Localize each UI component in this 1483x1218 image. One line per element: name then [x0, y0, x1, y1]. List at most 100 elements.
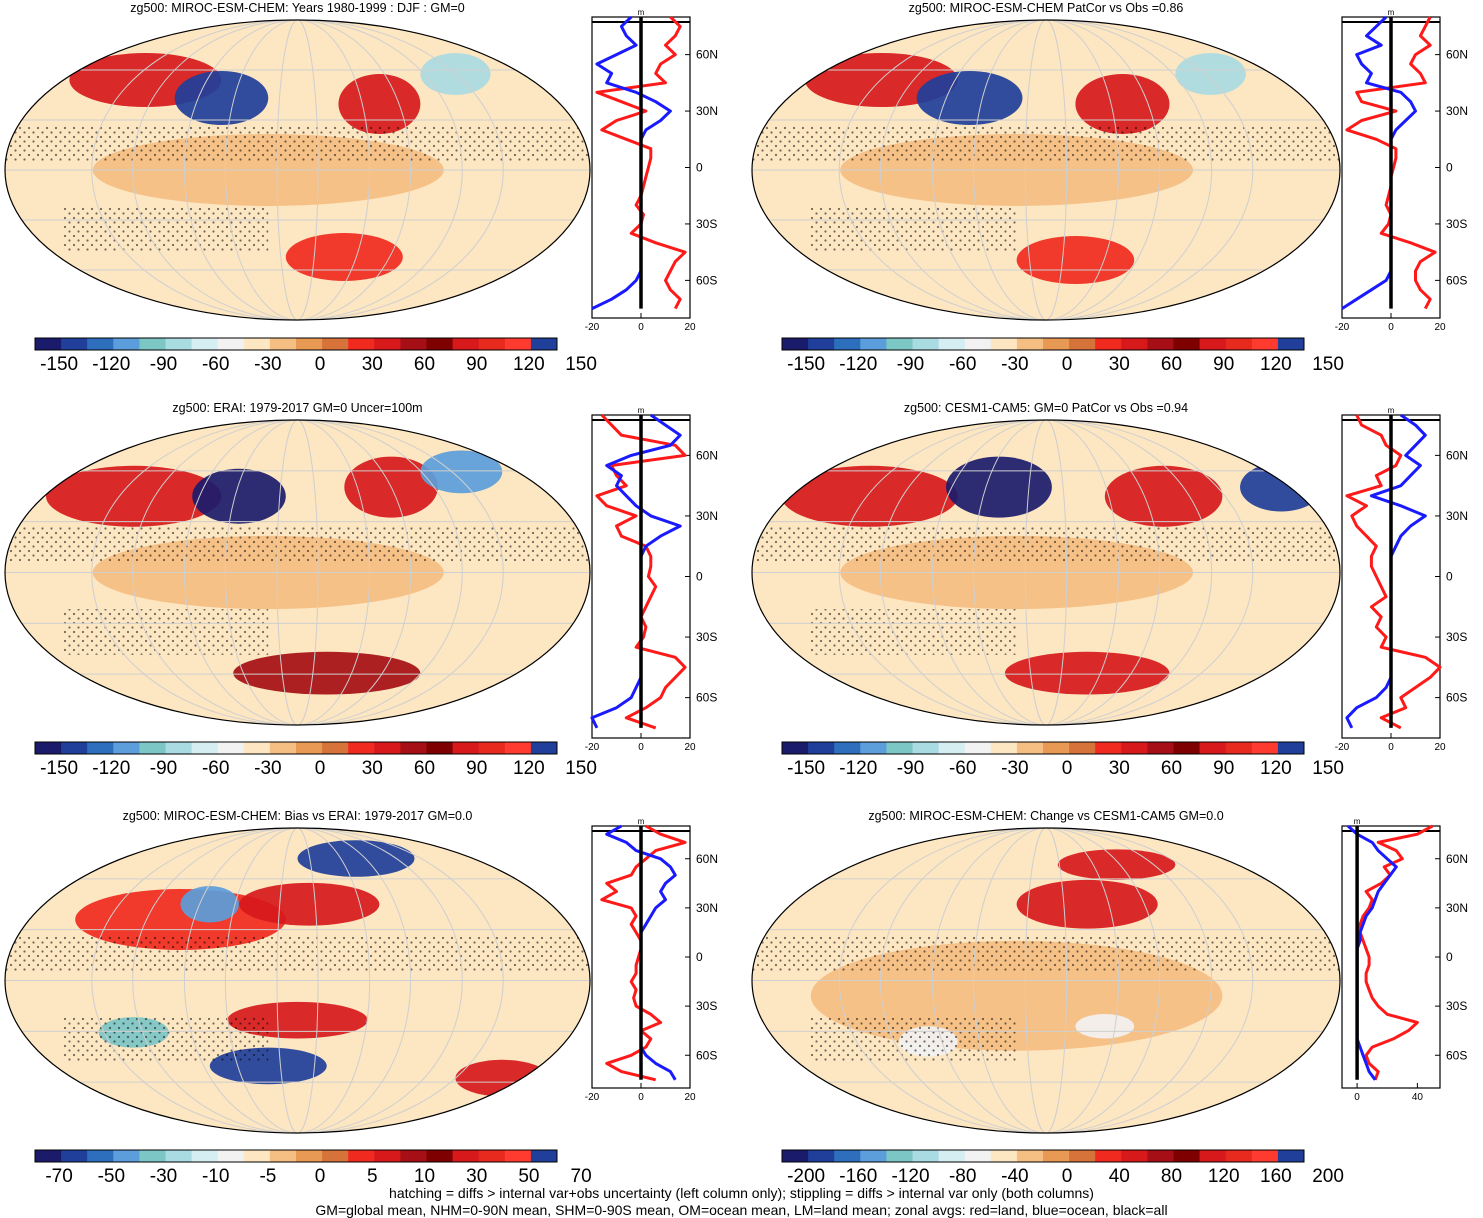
colorbar-label: 50	[518, 1166, 539, 1187]
graticule-line	[91, 420, 504, 725]
colorbar-swatch	[1121, 742, 1148, 754]
stippling	[810, 206, 1017, 251]
colorbar-swatch	[400, 1150, 427, 1162]
colorbar-swatch	[191, 1150, 219, 1162]
graticule-line	[879, 828, 1213, 1133]
colorbar-label: 60	[414, 354, 435, 375]
profile-tick-label: 0	[1388, 322, 1394, 333]
colorbar-swatch	[938, 338, 966, 350]
graticule-line	[972, 420, 1120, 725]
colorbar-swatch	[61, 1150, 88, 1162]
lat-label: 60S	[696, 273, 717, 287]
colorbar-label: 200	[1312, 1166, 1344, 1187]
colorbar-swatch	[990, 338, 1018, 350]
lat-label: 0	[696, 161, 703, 175]
colorbar-label: 80	[1161, 1166, 1182, 1187]
colorbar: -70 -50 -30 -10 -5 0 5 10 30 50 70	[34, 1149, 592, 1187]
graticule-line	[931, 420, 1161, 725]
colorbar-swatch	[1251, 1150, 1279, 1162]
colorbar-swatch	[165, 338, 193, 350]
colorbar-label: 0	[1062, 354, 1073, 375]
colorbar-label: 160	[1260, 1166, 1292, 1187]
colorbar-swatch	[912, 742, 940, 754]
panel-title: zg500: ERAI: 1979-2017 GM=0 Uncer=100m	[172, 401, 422, 415]
colorbar: -200 -160 -120 -80 -40 0 40 80 120 160 200	[781, 1149, 1344, 1187]
profile-tick-label: 20	[1434, 322, 1446, 333]
graticule-line	[132, 420, 463, 725]
colorbar-swatch	[782, 1150, 809, 1162]
colorbar-swatch	[1069, 338, 1096, 350]
colorbar-label: -60	[202, 758, 229, 779]
colorbar-swatch	[139, 1150, 166, 1162]
graticule-line	[838, 20, 1254, 320]
footnote-legend: GM=global mean, NHM=0-90N mean, SHM=0-90…	[315, 1202, 1168, 1218]
profile-unit: m	[1388, 406, 1395, 415]
lat-label: 60S	[696, 1048, 717, 1062]
map-field	[752, 828, 1340, 1133]
colorbar-swatch	[87, 742, 114, 754]
anomaly-region	[1016, 879, 1158, 929]
colorbar-swatch	[964, 742, 992, 754]
colorbar-swatch	[1277, 1150, 1305, 1162]
colorbar-label: 120	[1260, 758, 1292, 779]
colorbar-swatch	[269, 1150, 297, 1162]
colorbar-label: 0	[315, 758, 326, 779]
map-field	[5, 828, 590, 1133]
colorbar-swatch	[886, 742, 913, 754]
anomaly-region	[420, 450, 503, 494]
colorbar-swatch	[1043, 1150, 1070, 1162]
colorbar-swatch	[808, 742, 835, 754]
stippling	[752, 934, 1340, 972]
profile-unit: m	[638, 8, 645, 17]
lat-label: 30S	[696, 217, 717, 231]
colorbar-frame	[34, 741, 558, 755]
colorbar-swatch	[530, 338, 558, 350]
colorbar-swatch	[269, 338, 297, 350]
colorbar-label: -120	[92, 354, 130, 375]
colorbar-swatch	[912, 1150, 940, 1162]
colorbar-label: -30	[254, 354, 281, 375]
colorbar-swatch	[834, 338, 861, 350]
colorbar-swatch	[504, 338, 532, 350]
anomaly-region	[338, 74, 421, 134]
colorbar-label: -50	[98, 1166, 125, 1187]
panel-title: zg500: MIROC-ESM-CHEM: Years 1980-1999 :…	[130, 1, 465, 15]
anomaly-region	[781, 465, 958, 527]
colorbar-swatch	[530, 1150, 558, 1162]
colorbar-label: -70	[45, 1166, 72, 1187]
colorbar-label: -150	[40, 758, 78, 779]
colorbar-label: -5	[259, 1166, 276, 1187]
panel-6: zg500: MIROC-ESM-CHEM: Change vs CESM1-C…	[751, 809, 1468, 1187]
colorbar-swatch	[478, 338, 506, 350]
stippling	[752, 526, 1340, 564]
colorbar-label: 40	[1109, 1166, 1130, 1187]
colorbar-swatch	[1225, 742, 1253, 754]
profile-series-land	[1358, 824, 1434, 1081]
colorbar-swatch	[217, 1150, 245, 1162]
colorbar-swatch	[912, 338, 940, 350]
colorbar-swatch	[504, 742, 532, 754]
panel-3: zg500: ERAI: 1979-2017 GM=0 Uncer=100m m -…	[4, 401, 718, 779]
colorbar-swatch	[87, 338, 114, 350]
colorbar-swatch	[113, 742, 140, 754]
colorbar-swatch	[296, 742, 323, 754]
anomaly-region	[1004, 651, 1170, 695]
colorbar-swatch	[1069, 742, 1096, 754]
colorbar-label: -80	[949, 1166, 976, 1187]
lat-label: 60S	[1446, 691, 1467, 705]
colorbar-swatch	[1199, 338, 1227, 350]
colorbar: -150 -120 -90 -60 -30 0 30 60 90 120 150	[781, 337, 1344, 375]
anomaly-region	[1175, 53, 1246, 95]
profile-tick-label: 0	[638, 742, 644, 753]
graticule-line	[91, 20, 504, 320]
colorbar-swatch	[400, 338, 427, 350]
profile-tick-label: 20	[684, 742, 696, 753]
profile-tick-label: -20	[1335, 322, 1350, 333]
lat-label: 30S	[1446, 630, 1467, 644]
stippling	[5, 526, 590, 564]
lat-label: 60S	[1446, 273, 1467, 287]
colorbar-label: 10	[414, 1166, 435, 1187]
colorbar-label: -90	[897, 354, 924, 375]
colorbar-label: -30	[254, 758, 281, 779]
